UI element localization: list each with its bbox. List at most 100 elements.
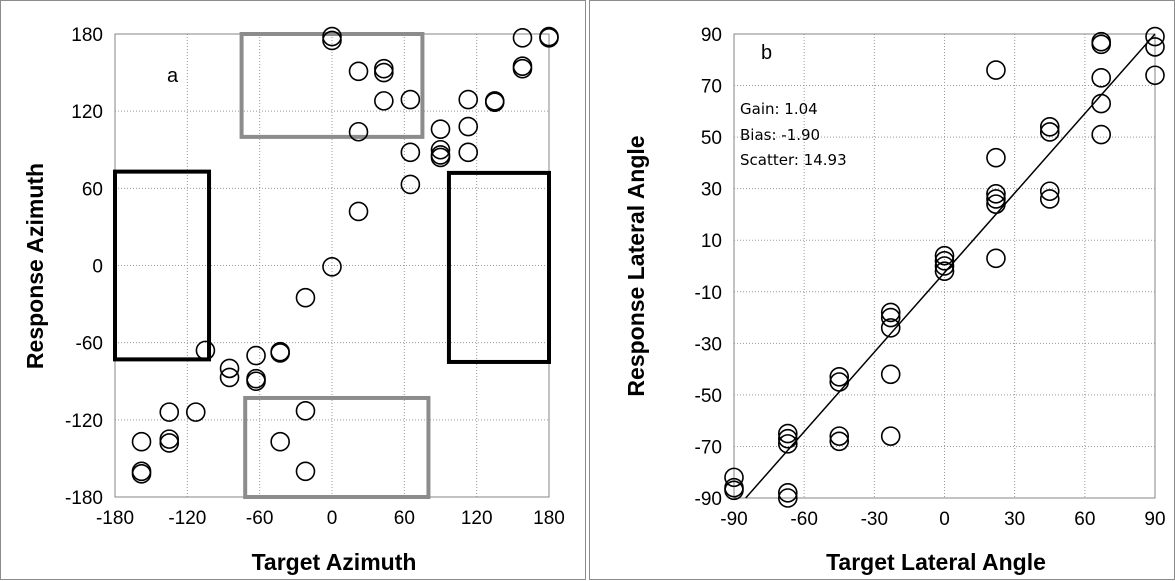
data-point — [1039, 117, 1060, 137]
data-point — [829, 431, 850, 452]
x-tick-label: 180 — [533, 508, 565, 529]
data-point — [246, 368, 266, 389]
data-point — [986, 184, 1006, 204]
data-point — [458, 89, 479, 110]
data-point — [829, 367, 850, 387]
data-point — [430, 139, 451, 160]
x-tick-label: -90 — [720, 509, 747, 530]
data-point — [986, 248, 1006, 269]
data-point — [1039, 122, 1060, 142]
data-point — [1145, 26, 1165, 47]
data-points — [724, 26, 1165, 508]
data-point — [374, 62, 394, 83]
chart-a: -180 -120 -60 0 60 120 180 -180 -120 -60 0 60 120 18… — [22, 25, 565, 575]
data-point — [512, 28, 533, 48]
data-point — [1091, 68, 1112, 88]
chart-b: -90 -60 -30 0 30 60 90 -90 -70 -50 -30 -10 10 30 50 70… — [623, 25, 1166, 575]
data-point — [400, 174, 421, 195]
x-tick-labels: -90 -60 -30 0 30 60 90 — [720, 509, 1165, 530]
data-point — [880, 302, 901, 323]
data-point — [777, 488, 798, 508]
data-point — [159, 429, 180, 449]
data-point — [777, 434, 798, 454]
data-point — [430, 119, 451, 139]
data-point — [1091, 93, 1112, 114]
data-point — [348, 121, 369, 142]
data-point — [348, 61, 369, 82]
data-point — [270, 343, 290, 363]
data-point — [777, 423, 798, 444]
x-tick-label: 90 — [1144, 509, 1165, 530]
data-point — [724, 477, 744, 498]
y-tick-labels: -180 -120 -60 0 60 120 180 — [65, 25, 103, 509]
panel-letter-b: b — [761, 42, 772, 64]
data-point — [458, 142, 479, 163]
data-point — [270, 431, 290, 452]
x-tick-label: 60 — [1074, 509, 1095, 530]
data-point — [131, 431, 152, 452]
data-point — [159, 433, 180, 453]
data-point — [348, 201, 369, 222]
data-point — [777, 483, 798, 503]
data-point — [934, 245, 955, 266]
y-tick-label: 180 — [71, 25, 103, 46]
data-point — [458, 116, 479, 137]
x-tick-label: 0 — [327, 508, 338, 529]
y-tick-label: 60 — [82, 179, 103, 200]
y-tick-label: 120 — [71, 102, 103, 123]
data-point — [777, 428, 798, 449]
x-tick-label: -30 — [861, 509, 888, 530]
y-tick-label: -90 — [695, 489, 722, 510]
data-point — [159, 402, 180, 422]
data-point — [1039, 181, 1060, 202]
data-point — [1039, 189, 1060, 209]
y-tick-label: -60 — [76, 334, 103, 355]
x-tick-label: -60 — [790, 509, 817, 530]
data-point — [195, 340, 216, 361]
data-point — [880, 426, 901, 446]
data-points — [131, 26, 559, 484]
data-point — [986, 147, 1006, 168]
plot-frame — [733, 33, 1156, 499]
panel-a: -180 -120 -60 0 60 120 180 -180 -120 -60 0 60 120 18… — [0, 0, 586, 580]
data-point — [185, 402, 206, 422]
data-point — [1145, 65, 1165, 86]
data-point — [400, 89, 421, 110]
data-point — [934, 256, 955, 276]
gridlines — [733, 33, 1156, 499]
data-point — [322, 26, 342, 47]
region-box — [239, 32, 425, 139]
data-point — [934, 251, 955, 271]
data-point — [295, 461, 316, 482]
data-point — [986, 194, 1006, 214]
data-point — [724, 467, 744, 488]
unity-line — [745, 33, 1156, 499]
y-tick-label: 10 — [701, 231, 722, 252]
reference-line — [745, 33, 1156, 499]
y-tick-label: 50 — [701, 128, 722, 149]
x-tick-label: -60 — [246, 508, 273, 529]
data-point — [986, 189, 1006, 209]
y-tick-label: 0 — [92, 257, 103, 278]
data-point — [219, 367, 240, 388]
y-tick-label: 70 — [701, 77, 722, 98]
panel-letter-a: a — [167, 65, 179, 87]
data-point — [270, 341, 290, 362]
data-point — [400, 142, 421, 163]
y-axis-title: Response Azimuth — [22, 163, 48, 369]
data-point — [374, 58, 394, 79]
x-tick-labels: -180 -120 -60 0 60 120 180 — [96, 508, 565, 529]
data-point — [374, 91, 394, 111]
y-tick-label: -50 — [695, 386, 722, 407]
data-point — [430, 147, 451, 168]
data-point — [1145, 37, 1165, 57]
data-point — [131, 464, 152, 484]
y-tick-label: 90 — [701, 25, 722, 46]
bias-annotation: Bias: -1.90 — [740, 126, 820, 144]
gain-annotation: Gain: 1.04 — [740, 100, 818, 118]
data-point — [512, 58, 533, 79]
x-axis-title: Target Azimuth — [252, 549, 417, 575]
panel-b: -90 -60 -30 0 30 60 90 -90 -70 -50 -30 -10 10 30 50 70… — [589, 0, 1175, 580]
region-box — [446, 170, 552, 364]
y-tick-label: -30 — [695, 334, 722, 355]
